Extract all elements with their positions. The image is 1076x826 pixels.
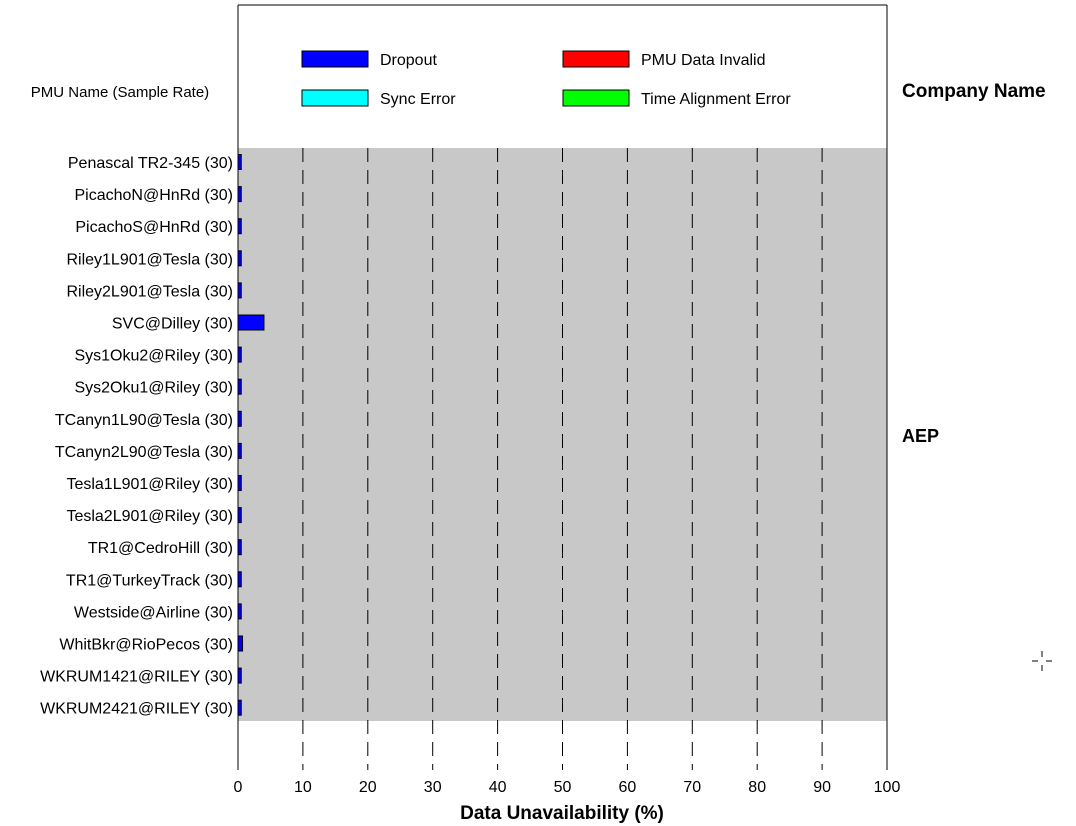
x-axis-label: Data Unavailability (%) bbox=[460, 803, 664, 824]
pmu-label: WKRUM1421@RILEY (30) bbox=[40, 669, 233, 686]
pmu-label: PicachoS@HnRd (30) bbox=[75, 219, 233, 236]
gridlines bbox=[302, 148, 823, 770]
legend-swatch bbox=[301, 89, 369, 107]
pmu-label: Riley1L901@Tesla (30) bbox=[66, 251, 233, 268]
pmu-label: TCanyn1L90@Tesla (30) bbox=[55, 412, 233, 429]
legend-swatch bbox=[562, 50, 630, 68]
pmu-label: Tesla1L901@Riley (30) bbox=[66, 476, 233, 493]
pmu-label: Westside@Airline (30) bbox=[74, 604, 233, 621]
x-tick-label: 70 bbox=[683, 779, 701, 796]
x-tick-label: 20 bbox=[359, 779, 377, 796]
x-tick-label: 50 bbox=[554, 779, 572, 796]
pmu-label: WhitBkr@RioPecos (30) bbox=[59, 637, 233, 654]
pmu-label: TR1@CedroHill (30) bbox=[88, 540, 233, 557]
x-tick-label: 10 bbox=[294, 779, 312, 796]
pmu-label: Sys1Oku2@Riley (30) bbox=[74, 348, 233, 365]
group-label: AEP bbox=[902, 426, 939, 446]
legend-label: Sync Error bbox=[380, 91, 456, 108]
pmu-labels: Penascal TR2-345 (30) PicachoN@HnRd (30) P… bbox=[40, 155, 939, 718]
pmu-label: SVC@Dilley (30) bbox=[112, 316, 233, 333]
pmu-label: Penascal TR2-345 (30) bbox=[68, 155, 233, 172]
x-tick-label: 0 bbox=[234, 779, 243, 796]
x-tick-label: 90 bbox=[813, 779, 831, 796]
pmu-label: Sys2Oku1@Riley (30) bbox=[74, 380, 233, 397]
x-tick-label: 80 bbox=[748, 779, 766, 796]
pmu-label: PicachoN@HnRd (30) bbox=[74, 187, 233, 204]
legend-label: Dropout bbox=[380, 52, 437, 69]
x-tick-label: 40 bbox=[489, 779, 507, 796]
group-header: Company Name bbox=[902, 81, 1046, 102]
row-header: PMU Name (Sample Rate) bbox=[31, 84, 209, 101]
x-tick-label: 100 bbox=[874, 779, 901, 796]
x-tick-labels: 0 10 20 30 40 50 60 70 80 90 100 bbox=[234, 779, 901, 796]
pmu-label: TCanyn2L90@Tesla (30) bbox=[55, 444, 233, 461]
legend-swatch bbox=[562, 89, 630, 107]
legend-label: Time Alignment Error bbox=[641, 91, 791, 108]
pmu-label: TR1@TurkeyTrack (30) bbox=[66, 572, 233, 589]
bar-dropout bbox=[237, 314, 265, 331]
crosshair-cursor-icon bbox=[1032, 651, 1052, 671]
pmu-label: WKRUM2421@RILEY (30) bbox=[40, 701, 233, 718]
x-tick-label: 60 bbox=[619, 779, 637, 796]
pmu-label: Riley2L901@Tesla (30) bbox=[66, 283, 233, 300]
axes bbox=[237, 4, 888, 770]
legend-swatch bbox=[301, 50, 369, 68]
legend-label: PMU Data Invalid bbox=[641, 52, 766, 69]
bar-dropout bbox=[237, 635, 244, 652]
x-tick-label: 30 bbox=[424, 779, 442, 796]
pmu-label: Tesla2L901@Riley (30) bbox=[66, 508, 233, 525]
legend: Dropout PMU Data Invalid Sync Error Time Al… bbox=[301, 50, 791, 108]
